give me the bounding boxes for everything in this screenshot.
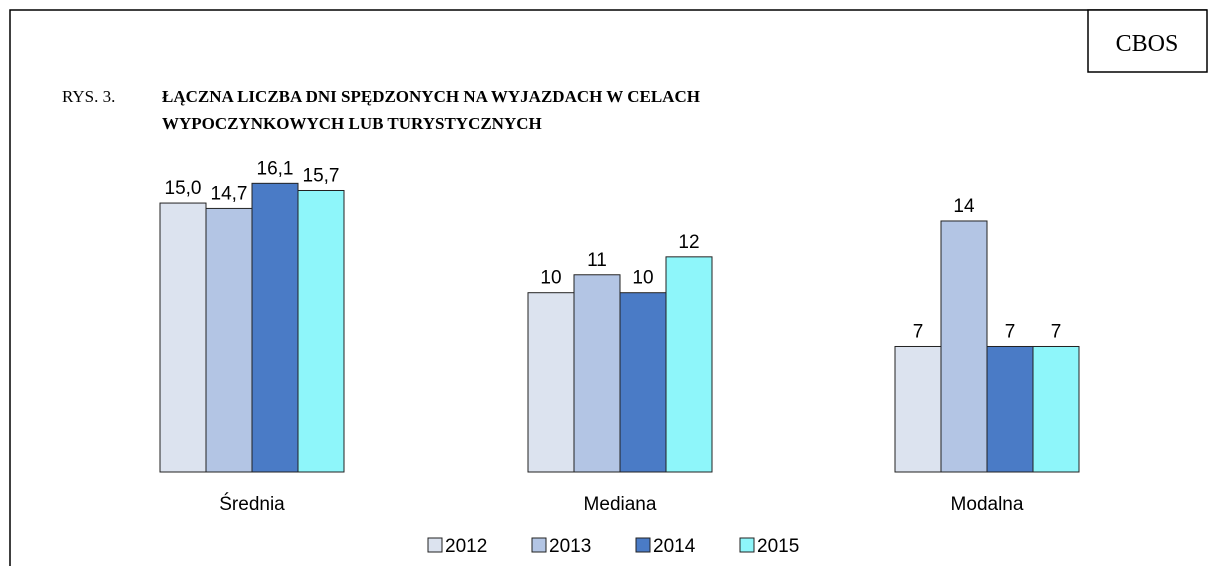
legend-swatch [739,537,755,553]
bar [573,274,621,473]
data-label: 14,7 [211,183,248,204]
data-label: 12 [678,232,699,253]
data-label: 7 [1005,321,1016,342]
bar [619,292,667,473]
figure-label: RYS. 3. [62,87,115,106]
data-label: 11 [587,250,607,271]
bar [940,220,988,473]
badge: CBOS [1116,31,1179,57]
legend-label: 2013 [549,536,591,557]
chart-title: WYPOCZYNKOWYCH LUB TURYSTYCZNYCH [162,114,542,133]
data-label: 15,0 [165,178,202,199]
data-label: 14 [953,196,975,217]
bar [1032,345,1080,473]
bar [159,202,207,473]
bar [527,292,575,473]
legend-label: 2012 [445,536,487,557]
bar [665,256,713,473]
legend-label: 2015 [757,536,799,557]
data-label: 10 [632,268,653,289]
legend-swatch [531,537,547,553]
legend-swatch [427,537,443,553]
data-label: 15,7 [303,165,340,186]
bar [205,207,253,473]
frame [9,9,1207,566]
legend-swatch [635,537,651,553]
data-label: 7 [913,321,924,342]
data-label: 7 [1051,321,1062,342]
data-label: 10 [540,268,561,289]
badge-box [1087,9,1208,73]
x-tick-label: Średnia [219,493,285,515]
bar [251,182,299,473]
chart-title: ŁĄCZNA LICZBA DNI SPĘDZONYCH NA WYJAZDAC… [162,87,700,106]
data-label: 16,1 [257,158,294,179]
bar [894,345,942,473]
x-tick-label: Modalna [951,494,1024,515]
bar [297,189,345,473]
legend-label: 2014 [653,536,696,557]
bar [986,345,1034,473]
x-tick-label: Mediana [584,494,657,515]
